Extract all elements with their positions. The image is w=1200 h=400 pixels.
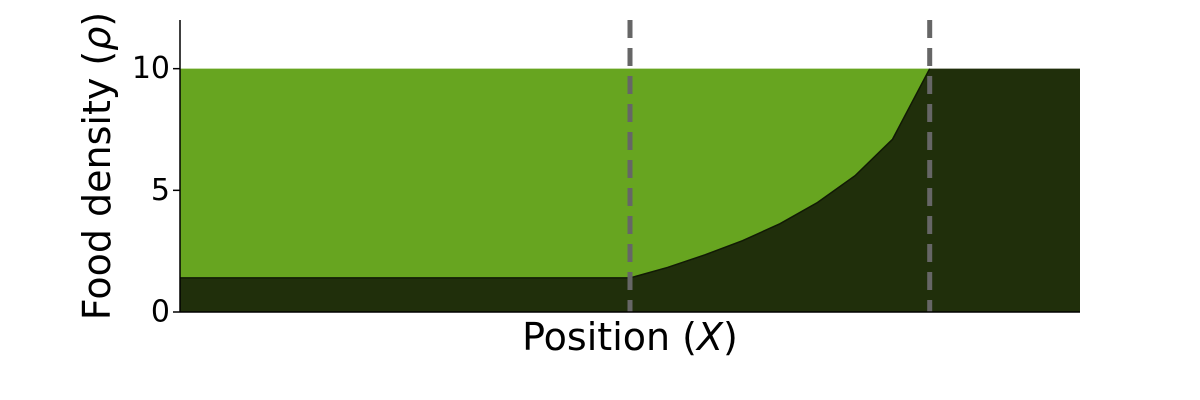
y-tick-label: 5	[151, 173, 170, 208]
y-tick-label: 10	[132, 51, 170, 86]
y-axis-label: Food density (ρ)	[75, 12, 119, 320]
light-region-area	[180, 68, 930, 278]
x-axis-label: Position (X)	[522, 315, 738, 359]
plot-area	[180, 20, 1080, 313]
boundary-curve	[180, 68, 931, 279]
y-tick-label: 0	[151, 295, 170, 330]
y-ticks: 0 5 10	[132, 51, 180, 330]
dark-region-area	[180, 68, 1080, 313]
